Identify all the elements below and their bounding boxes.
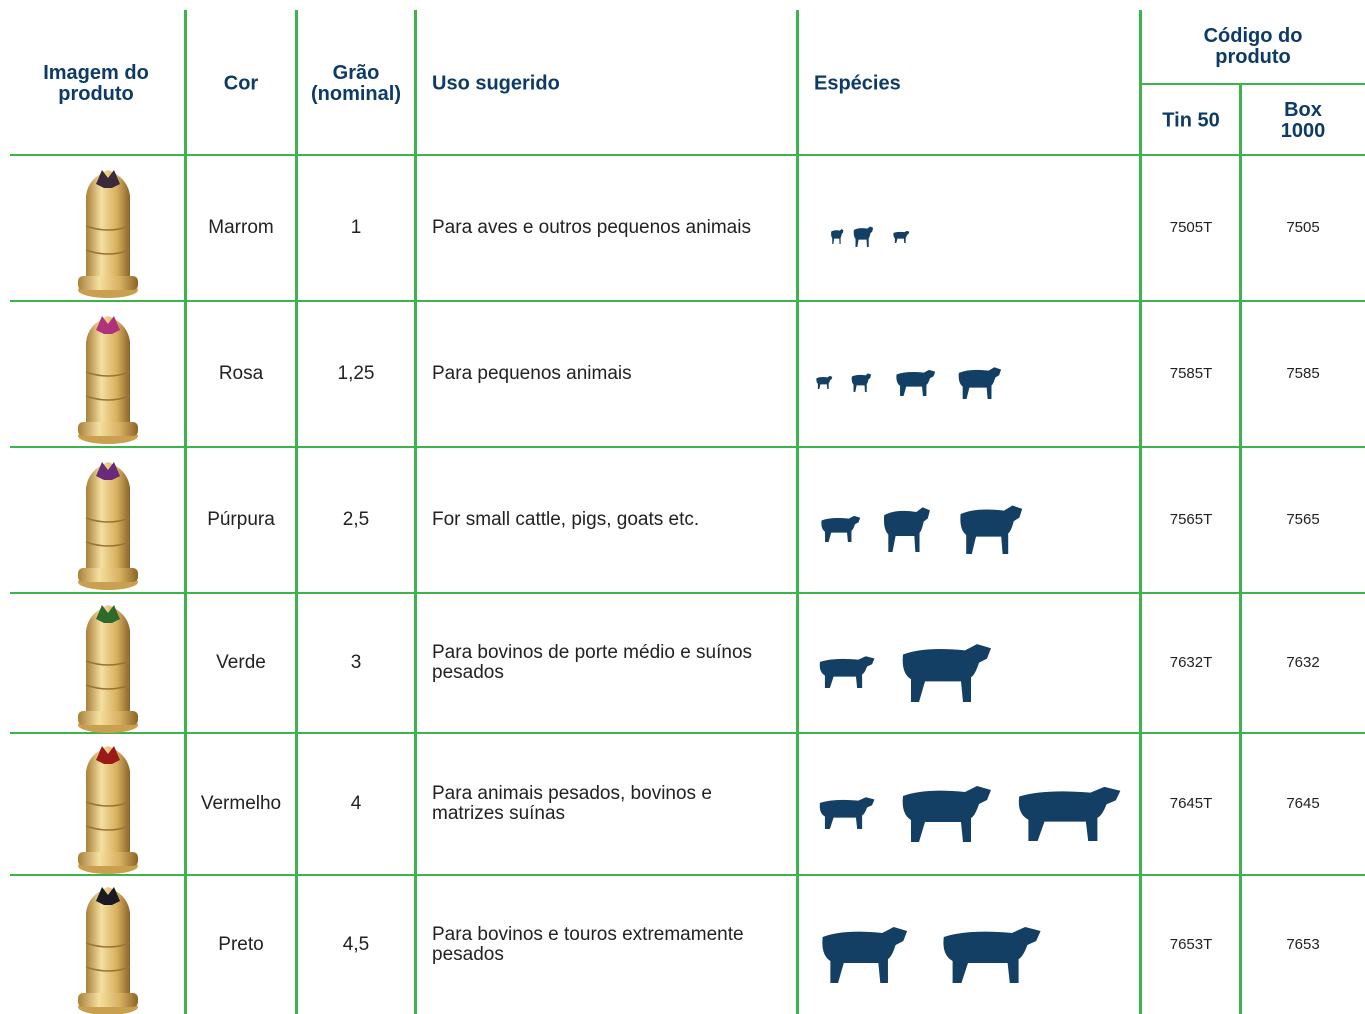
cell-use: For small cattle, pigs, goats etc.: [432, 510, 699, 530]
cell-box: 7505: [1286, 220, 1319, 236]
header: Código do produto: [1197, 26, 1309, 68]
cell-tin: 7585T: [1170, 366, 1213, 382]
divider: [295, 10, 298, 1014]
cell-tin: 7505T: [1170, 220, 1213, 236]
cell-grain: 3: [351, 653, 362, 673]
cell-use: Para aves e outros pequenos animais: [432, 218, 751, 238]
header: Box 1000: [1272, 100, 1334, 142]
cell-box: 7585: [1286, 366, 1319, 382]
species-icon: [895, 640, 995, 702]
cell-color: Vermelho: [201, 794, 281, 814]
species-icon: [818, 514, 862, 542]
species-icon: [815, 375, 833, 389]
divider: [796, 10, 799, 1014]
cell-color: Preto: [218, 935, 263, 955]
cell-box: 7645: [1286, 796, 1319, 812]
species-icon: [935, 923, 1045, 983]
cell-tin: 7632T: [1170, 655, 1213, 671]
cell-use: Para pequenos animais: [432, 364, 632, 384]
divider: [1140, 83, 1365, 85]
cartridge-image: [76, 166, 140, 302]
divider: [10, 154, 1365, 156]
divider: [184, 10, 187, 1014]
cartridge-image: [76, 312, 140, 448]
cell-use: Para bovinos de porte médio e suínos pes…: [432, 643, 752, 683]
species-icon: [895, 782, 995, 842]
cell-grain: 4: [351, 794, 362, 814]
cell-tin: 7565T: [1170, 512, 1213, 528]
header: Espécies: [814, 74, 901, 95]
divider: [414, 10, 417, 1014]
cell-color: Rosa: [219, 364, 263, 384]
divider: [10, 446, 1365, 448]
species-icon: [893, 368, 937, 396]
cell-grain: 1,25: [338, 364, 375, 384]
cell-use: Para animais pesados, bovinos e matrizes…: [432, 784, 712, 824]
cartridge-image: [76, 742, 140, 878]
divider: [10, 732, 1365, 734]
header: Uso sugerido: [432, 74, 560, 95]
divider: [1139, 10, 1142, 1014]
cell-grain: 4,5: [343, 935, 369, 955]
cartridge-image: [76, 458, 140, 594]
divider: [10, 874, 1365, 876]
cell-grain: 2,5: [343, 510, 369, 530]
cell-box: 7653: [1286, 937, 1319, 953]
divider: [10, 300, 1365, 302]
species-icon: [852, 225, 874, 247]
divider: [10, 592, 1365, 594]
species-icon: [1010, 783, 1125, 841]
cell-tin: 7645T: [1170, 796, 1213, 812]
species-icon: [815, 923, 911, 983]
species-icon: [955, 365, 1003, 399]
species-icon: [880, 504, 932, 552]
product-table: Imagem do produto Cor Grão (nominal) Uso…: [0, 0, 1365, 1014]
header: Tin 50: [1162, 111, 1219, 132]
cartridge-image: [76, 883, 140, 1014]
cell-color: Verde: [216, 653, 266, 673]
species-icon: [892, 230, 910, 243]
species-icon: [815, 795, 877, 829]
cell-box: 7632: [1286, 655, 1319, 671]
species-icon: [815, 654, 877, 688]
header: Imagem do produto: [43, 63, 149, 105]
header: Grão (nominal): [311, 63, 401, 105]
species-icon: [850, 372, 872, 392]
cell-use: Para bovinos e touros extremamente pesad…: [432, 925, 744, 965]
cell-tin: 7653T: [1170, 937, 1213, 953]
species-icon: [955, 502, 1025, 554]
cell-color: Púrpura: [207, 510, 275, 530]
cartridge-image: [76, 601, 140, 737]
header: Cor: [224, 74, 258, 95]
cell-color: Marrom: [208, 218, 273, 238]
cell-grain: 1: [351, 218, 362, 238]
species-icon: [830, 228, 844, 244]
cell-box: 7565: [1286, 512, 1319, 528]
